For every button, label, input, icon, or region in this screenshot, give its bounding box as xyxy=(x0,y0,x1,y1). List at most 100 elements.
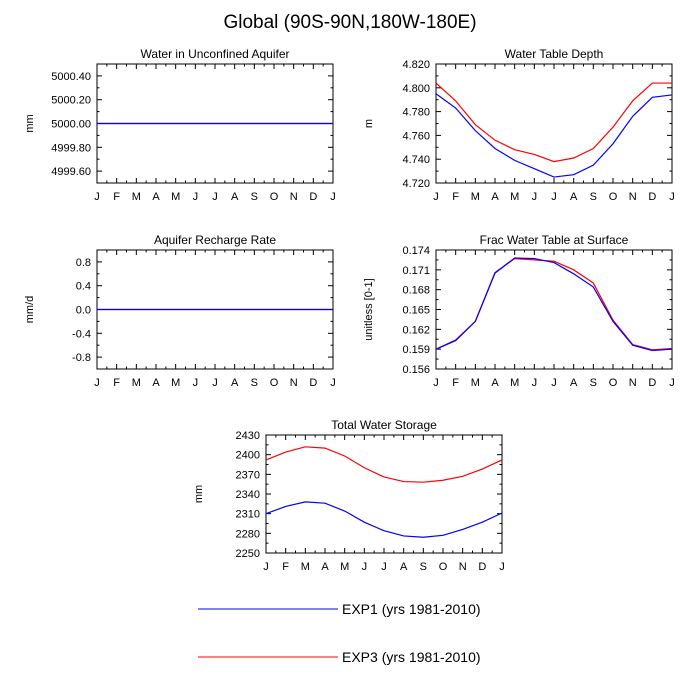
y-tick-label: 0.159 xyxy=(402,344,430,356)
x-tick-label: M xyxy=(471,377,480,389)
y-tick-label: -0.8 xyxy=(72,352,91,364)
series-line-exp1 xyxy=(435,93,673,178)
x-tick-label: J xyxy=(263,561,269,573)
series-line-exp3 xyxy=(435,257,673,351)
legend-label-exp3: EXP3 (yrs 1981-2010) xyxy=(342,649,481,665)
x-tick-label: A xyxy=(491,377,499,389)
x-tick-label: N xyxy=(629,191,637,203)
x-tick-label: F xyxy=(452,377,459,389)
y-tick-label: 2400 xyxy=(236,450,260,462)
series-line-exp1 xyxy=(265,501,503,538)
y-tick-label: 5000.20 xyxy=(51,95,91,107)
series-line-exp1 xyxy=(435,257,673,352)
x-tick-label: J xyxy=(212,191,218,203)
chart-title: Total Water Storage xyxy=(331,418,437,432)
y-tick-label: 5000.00 xyxy=(51,119,91,131)
x-tick-label: J xyxy=(532,377,538,389)
x-tick-label: N xyxy=(459,561,467,573)
y-tick-label: 0.165 xyxy=(402,305,430,317)
x-tick-label: A xyxy=(491,191,499,203)
y-tick-label: 0.168 xyxy=(402,285,430,297)
figure-title: Global (90S-90N,180W-180E) xyxy=(223,12,477,33)
x-tick-label: D xyxy=(648,191,656,203)
y-tick-label: 2370 xyxy=(236,469,260,481)
x-tick-label: N xyxy=(290,377,298,389)
y-tick-label: 4.820 xyxy=(402,59,430,71)
plot-frame xyxy=(435,63,673,184)
x-tick-label: F xyxy=(452,191,459,203)
y-tick-label: 0.162 xyxy=(402,324,430,336)
x-tick-label: J xyxy=(669,191,675,203)
x-tick-label: M xyxy=(171,191,180,203)
y-axis-label: unitless [0-1] xyxy=(363,278,375,340)
chart-title: Water in Unconfined Aquifer xyxy=(141,47,290,61)
chart-title: Aquifer Recharge Rate xyxy=(154,233,276,247)
x-tick-label: O xyxy=(609,191,618,203)
x-tick-label: F xyxy=(113,191,120,203)
chart-title: Water Table Depth xyxy=(505,47,604,61)
x-tick-label: S xyxy=(420,561,427,573)
x-tick-label: A xyxy=(231,377,239,389)
x-tick-label: D xyxy=(309,377,317,389)
x-tick-label: F xyxy=(282,561,289,573)
x-tick-label: J xyxy=(212,377,218,389)
x-tick-label: M xyxy=(471,191,480,203)
plot-frame xyxy=(435,249,673,370)
y-axis-label: m xyxy=(363,119,375,128)
x-tick-label: D xyxy=(478,561,486,573)
x-tick-label: S xyxy=(590,377,597,389)
x-tick-label: J xyxy=(433,377,439,389)
x-tick-label: M xyxy=(510,191,519,203)
x-tick-label: J xyxy=(330,191,336,203)
x-tick-label: A xyxy=(321,561,329,573)
y-tick-label: 4999.60 xyxy=(51,166,91,178)
y-tick-label: 2340 xyxy=(236,489,260,501)
x-tick-label: S xyxy=(590,191,597,203)
x-tick-label: D xyxy=(648,377,656,389)
x-tick-label: J xyxy=(433,191,439,203)
x-tick-label: J xyxy=(551,191,557,203)
x-tick-label: S xyxy=(251,191,258,203)
y-tick-label: 0.0 xyxy=(76,305,91,317)
x-tick-label: A xyxy=(570,191,578,203)
x-tick-label: J xyxy=(669,377,675,389)
y-tick-label: 0.156 xyxy=(402,364,430,376)
y-tick-label: 0.4 xyxy=(76,281,91,293)
x-tick-label: M xyxy=(132,377,141,389)
x-tick-label: J xyxy=(551,377,557,389)
x-tick-label: O xyxy=(270,191,279,203)
x-tick-label: J xyxy=(381,561,387,573)
y-tick-label: 2250 xyxy=(236,548,260,560)
x-tick-label: S xyxy=(251,377,258,389)
y-tick-label: 4.720 xyxy=(402,178,430,190)
legend-label-exp1: EXP1 (yrs 1981-2010) xyxy=(342,601,481,617)
y-tick-label: 4.760 xyxy=(402,130,430,142)
x-tick-label: J xyxy=(193,191,199,203)
x-tick-label: N xyxy=(290,191,298,203)
y-tick-label: 2310 xyxy=(236,509,260,521)
y-tick-label: 4.740 xyxy=(402,154,430,166)
x-tick-label: J xyxy=(532,191,538,203)
y-tick-label: -0.4 xyxy=(72,328,91,340)
x-tick-label: O xyxy=(439,561,448,573)
x-tick-label: J xyxy=(94,191,100,203)
y-tick-label: 0.171 xyxy=(402,265,430,277)
x-tick-label: M xyxy=(340,561,349,573)
y-tick-label: 4.800 xyxy=(402,83,430,95)
x-tick-label: D xyxy=(309,191,317,203)
x-tick-label: M xyxy=(171,377,180,389)
x-tick-label: J xyxy=(499,561,505,573)
y-tick-label: 4.780 xyxy=(402,107,430,119)
y-axis-label: mm xyxy=(193,485,205,503)
x-tick-label: A xyxy=(152,191,160,203)
y-tick-label: 5000.40 xyxy=(51,71,91,83)
x-tick-label: J xyxy=(362,561,368,573)
y-tick-label: 2430 xyxy=(236,430,260,442)
x-tick-label: A xyxy=(400,561,408,573)
